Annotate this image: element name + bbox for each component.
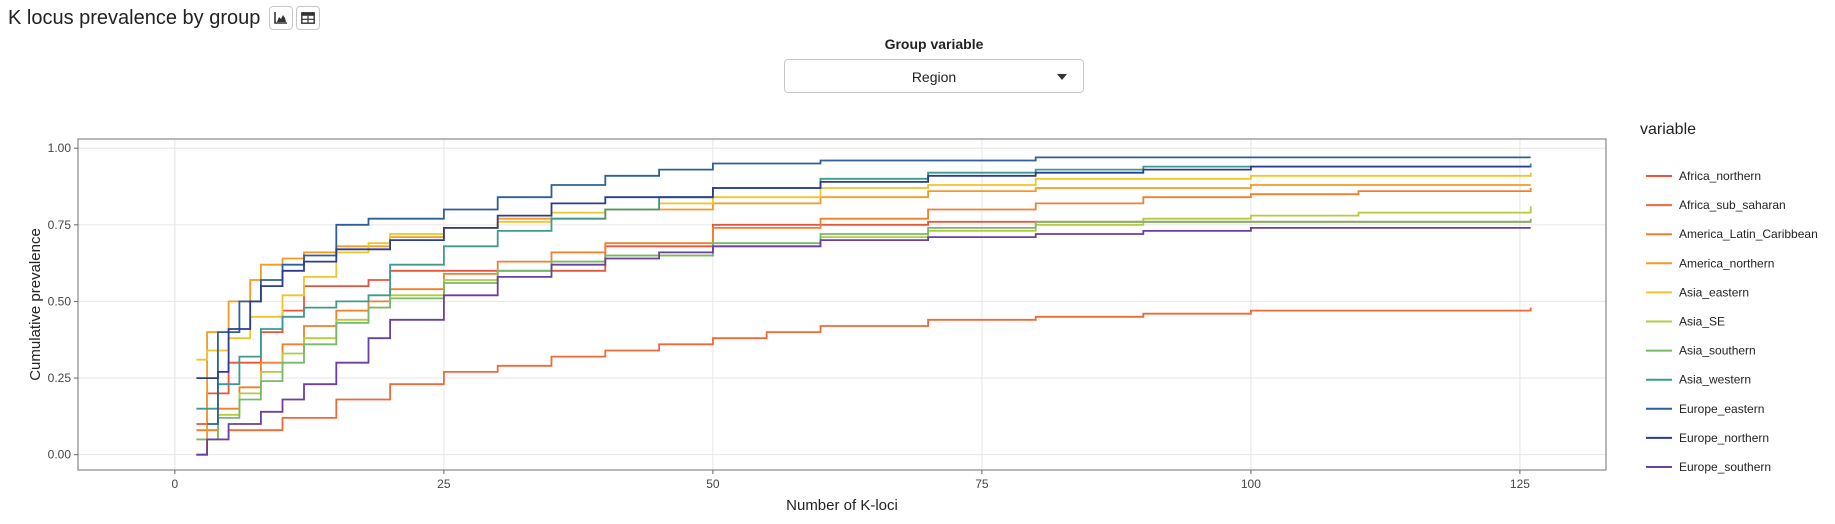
legend-item-europe-northern: Europe_northern [1679, 431, 1769, 445]
y-tick-label: 0.75 [48, 218, 72, 232]
legend-item-africa-sub-saharan: Africa_sub_saharan [1679, 198, 1786, 212]
y-tick-label: 0.50 [48, 294, 72, 308]
legend-item-asia-eastern: Asia_eastern [1679, 285, 1749, 299]
series-line-europe-southern [196, 227, 1531, 456]
group-variable-label: Group variable [884, 36, 984, 52]
legend: variable Africa_northern Africa_sub_sahar… [1640, 121, 1818, 474]
legend-item-america-latin-caribbean: America_Latin_Caribbean [1679, 227, 1818, 241]
chart-view-button[interactable] [269, 6, 294, 30]
x-axis-title: Number of K-loci [786, 497, 898, 514]
series-line-asia-se [196, 206, 1532, 441]
series-line-america-latin-caribbean [196, 188, 1532, 432]
x-tick-label: 100 [1241, 477, 1261, 491]
series-line-africa-northern [196, 220, 1531, 425]
legend-item-asia-western: Asia_western [1679, 373, 1751, 387]
x-tick-label: 25 [437, 477, 451, 491]
y-tick-label: 0.00 [48, 448, 72, 462]
table-icon [301, 12, 316, 24]
legend-item-asia-southern: Asia_southern [1679, 344, 1756, 358]
legend-item-europe-eastern: Europe_eastern [1679, 402, 1764, 416]
legend-title: variable [1640, 121, 1696, 138]
x-tick-label: 50 [706, 477, 720, 491]
series-line-asia-western [196, 163, 1532, 410]
series-line-europe-northern [196, 165, 1531, 379]
x-tick-label: 125 [1510, 477, 1530, 491]
series-lines [196, 156, 1532, 456]
x-tick-label: 0 [172, 477, 179, 491]
legend-item-asia-se: Asia_SE [1679, 315, 1725, 329]
series-line-asia-southern [196, 218, 1532, 441]
page-title: K locus prevalence by group [8, 6, 261, 29]
y-tick-label: 0.25 [48, 371, 72, 385]
title-bar: K locus prevalence by group [8, 4, 321, 32]
area-chart-icon [274, 12, 288, 24]
y-axis-title: Cumulative prevalence [27, 228, 44, 381]
y-tick-label: 1.00 [48, 141, 72, 155]
x-axis-ticks: 0 25 50 75 100 125 [172, 470, 1530, 491]
legend-item-africa-northern: Africa_northern [1679, 169, 1761, 183]
group-variable-select[interactable]: Region [784, 59, 1084, 93]
series-line-asia-eastern [196, 172, 1532, 361]
x-tick-label: 75 [975, 477, 989, 491]
group-variable-value: Region [911, 69, 957, 85]
legend-item-europe-southern: Europe_southern [1679, 460, 1771, 474]
plot-frame [77, 138, 1607, 471]
series-line-africa-sub-saharan [196, 307, 1532, 456]
caret-down-icon [1057, 74, 1067, 80]
legend-item-america-northern: America_northern [1679, 256, 1774, 270]
table-view-button[interactable] [296, 6, 321, 30]
grid [78, 139, 1606, 470]
y-axis-ticks: 0.00 0.25 0.50 0.75 1.00 [48, 141, 78, 462]
